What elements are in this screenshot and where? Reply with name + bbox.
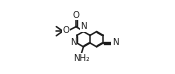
Text: N: N <box>80 22 87 31</box>
Text: O: O <box>73 11 80 20</box>
Text: N: N <box>112 38 118 48</box>
Text: O: O <box>62 26 69 35</box>
Text: NH₂: NH₂ <box>73 54 90 63</box>
Text: N: N <box>70 38 76 48</box>
